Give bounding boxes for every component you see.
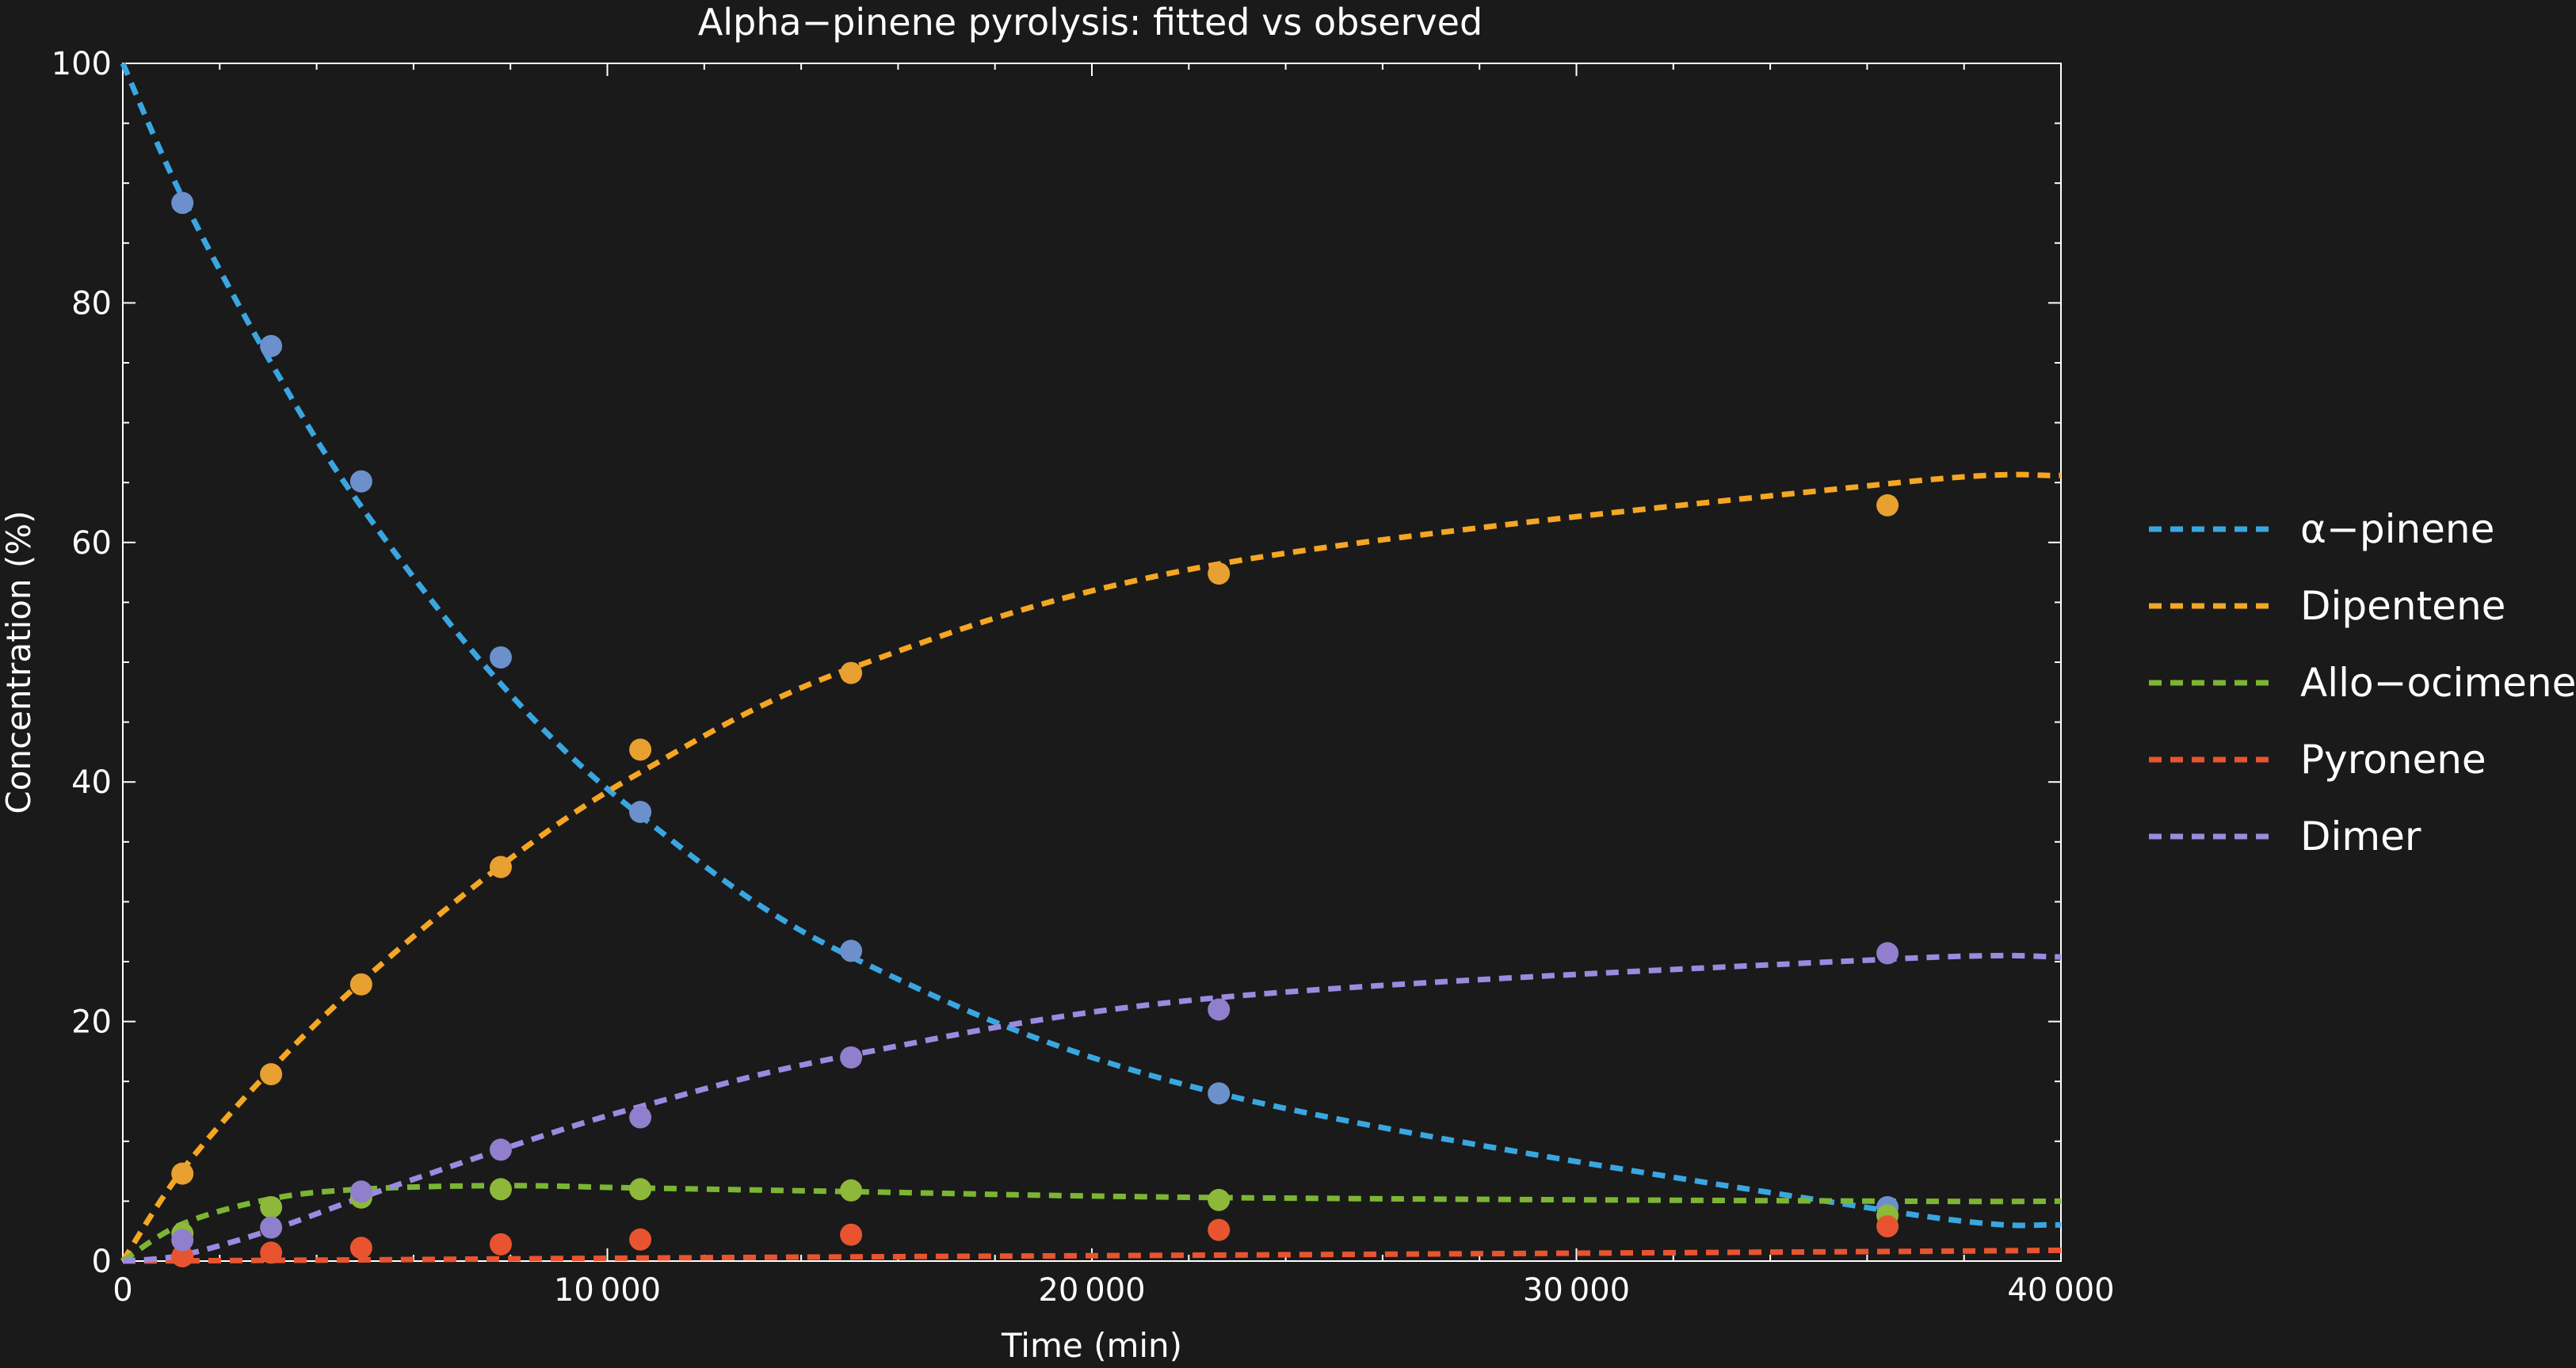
observed-point	[840, 1223, 863, 1246]
observed-point	[840, 1179, 863, 1202]
observed-point	[349, 1180, 372, 1203]
fitted-curves	[120, 62, 2062, 1264]
observed-point	[1876, 493, 1899, 516]
observed-point	[1876, 942, 1899, 965]
observed-point	[489, 1178, 512, 1201]
chart-title: Alpha−pinene pyrolysis: fitted vs observ…	[698, 1, 1483, 44]
observed-point	[840, 939, 863, 962]
legend-label: Allo−ocimene	[2300, 660, 2576, 706]
y-tick-label: 100	[52, 46, 112, 82]
observed-point	[349, 1237, 372, 1259]
y-tick-label: 80	[71, 285, 112, 322]
legend-label: Dimer	[2300, 814, 2421, 859]
fitted-line	[121, 1183, 2062, 1263]
x-tick-label: 40 000	[2007, 1272, 2114, 1309]
observed-point	[1208, 1218, 1231, 1241]
observed-point	[1208, 1082, 1231, 1105]
observed-point	[629, 1228, 652, 1251]
fitted-line	[122, 952, 2062, 1264]
y-tick-label: 20	[71, 1004, 112, 1041]
observed-point	[1208, 1188, 1231, 1211]
x-axis-title: Time (min)	[1001, 1326, 1182, 1365]
legend-label: Pyronene	[2300, 737, 2486, 783]
observed-point	[171, 1229, 194, 1252]
observed-point	[489, 855, 512, 878]
observed-point	[349, 470, 372, 493]
y-tick-label: 40	[71, 764, 112, 801]
observed-point	[171, 1162, 194, 1185]
observed-point	[260, 1195, 283, 1218]
legend-label: Dipentene	[2300, 583, 2505, 629]
x-tick-label: 20 000	[1038, 1272, 1145, 1309]
axis-ticks: 0 10 000 20 000 30 000 40 000 0 20 40 60 80 100	[52, 46, 2115, 1309]
observed-point	[629, 1106, 652, 1129]
observed-point	[349, 973, 372, 996]
observed-point	[1208, 998, 1231, 1021]
observed-point	[260, 1216, 283, 1239]
observed-point	[489, 1233, 512, 1256]
observed-point	[1876, 1215, 1899, 1238]
fitted-line	[120, 471, 2062, 1263]
observed-point	[629, 801, 652, 823]
observed-point	[260, 1063, 283, 1086]
y-axis-title: Concentration (%)	[0, 510, 38, 814]
plot-frame	[122, 63, 2062, 1262]
observed-point	[1208, 562, 1231, 585]
y-tick-label: 60	[71, 525, 112, 562]
observed-point	[629, 738, 652, 761]
y-tick-label: 0	[92, 1244, 112, 1280]
x-tick-label: 0	[113, 1272, 132, 1309]
x-tick-label: 30 000	[1523, 1272, 1630, 1309]
x-tick-label: 10 000	[554, 1272, 661, 1309]
observed-point	[171, 192, 194, 215]
legend: α−pinene Dipentene Allo−ocimene Pyronene Dim…	[2149, 506, 2576, 859]
fitted-line	[120, 62, 2062, 1229]
observed-points	[171, 192, 1899, 1267]
legend-label: α−pinene	[2300, 506, 2494, 552]
fitted-line	[122, 1247, 2062, 1264]
observed-point	[260, 1241, 283, 1264]
observed-point	[260, 334, 283, 357]
observed-point	[489, 646, 512, 669]
observed-point	[629, 1178, 652, 1201]
observed-point	[840, 1046, 863, 1069]
observed-point	[171, 1244, 194, 1267]
observed-point	[840, 661, 863, 684]
observed-point	[489, 1138, 512, 1161]
